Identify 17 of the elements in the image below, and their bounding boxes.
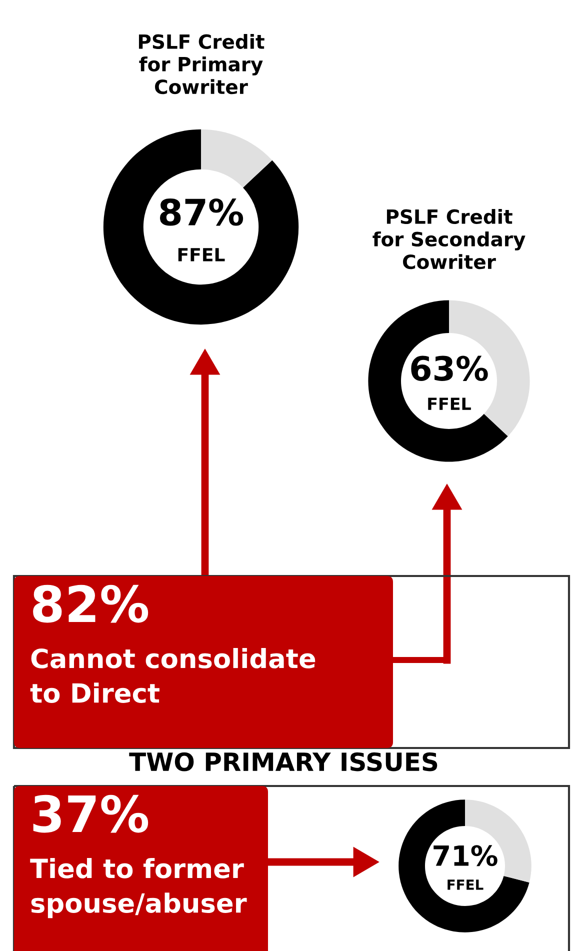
data-label: 71% xyxy=(434,845,498,866)
donut-slice xyxy=(201,129,272,188)
data-label: 87% xyxy=(160,198,244,226)
text: Cannot consolidate to Direct xyxy=(30,648,316,703)
chart-title: PSLF Credit for Primary Cowriter xyxy=(138,34,264,94)
text: 82% xyxy=(33,584,148,623)
slice-label: FFEL xyxy=(448,880,484,890)
text: 37% xyxy=(33,794,148,833)
data-label: 63% xyxy=(411,356,488,381)
donut-slice xyxy=(368,300,508,462)
donut-slice xyxy=(398,800,530,932)
donut-slice xyxy=(103,129,299,325)
slice-label: FFEL xyxy=(428,398,471,410)
slice-label: FFEL xyxy=(178,248,225,262)
chart-title: PSLF Credit for Secondary Cowriter xyxy=(372,208,526,270)
text: TWO PRIMARY ISSUES xyxy=(129,752,438,772)
text: Tied to former spouse/abuser xyxy=(30,858,247,918)
